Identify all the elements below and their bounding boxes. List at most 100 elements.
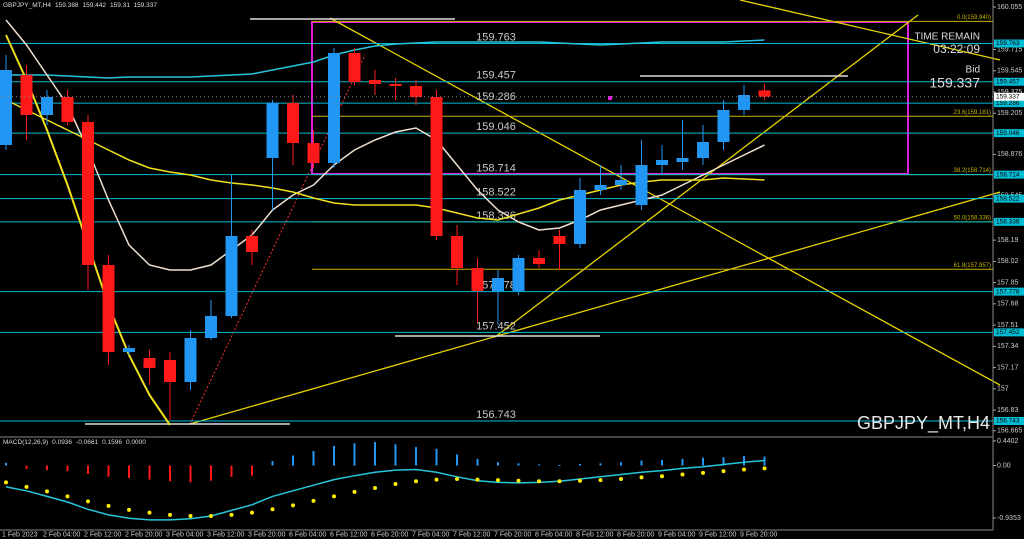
macd-signal-dot <box>229 512 234 517</box>
watermark: GBPJPY_MT,H4 <box>857 413 990 434</box>
y-tick-label: 159.715 <box>997 46 1022 53</box>
x-tick-label: 9 Feb 12:00 <box>699 531 736 538</box>
candle-body <box>594 185 607 190</box>
candle-body <box>82 122 94 265</box>
candle-body <box>123 348 135 352</box>
macd-bar <box>435 448 438 466</box>
candle-body <box>328 53 340 163</box>
macd-signal-dot <box>250 510 254 515</box>
level-axis-label: 159.046 <box>996 130 1020 137</box>
candle-body <box>164 360 176 382</box>
header-value: 0.0936 <box>52 439 72 446</box>
candle-body <box>553 236 566 244</box>
macd-signal-dot <box>168 512 172 517</box>
candle-body <box>307 143 320 163</box>
macd-bar <box>107 465 110 477</box>
y-tick-label: 157 <box>997 386 1009 393</box>
candle-body <box>41 97 53 115</box>
x-tick-label: 2 Feb 04:00 <box>43 531 80 538</box>
macd-signal-dot <box>434 477 439 482</box>
y-tick-label: 158.876 <box>997 151 1022 158</box>
macd-signal-dot <box>475 477 480 482</box>
level-axis-box <box>994 328 1024 337</box>
candle-body <box>348 53 361 82</box>
header-value: -0.0661 <box>76 439 98 446</box>
macd-signal-dot <box>680 472 685 477</box>
header-value: 0.0000 <box>126 439 146 446</box>
header: GBPJPY_MT,H4 159.388 159.442 159.31 159.337 <box>3 2 157 9</box>
level-axis-label: 159.457 <box>996 78 1020 85</box>
candle-body <box>492 278 504 291</box>
x-tick-label: 6 Feb 04:00 <box>289 531 326 538</box>
y-tick-label: 159.205 <box>997 110 1022 117</box>
macd-signal-dot <box>639 475 644 480</box>
x-tick-label: 3 Feb 12:00 <box>207 531 244 538</box>
macd-signal-dot <box>701 470 705 475</box>
header-value: 0.1596 <box>102 439 122 446</box>
macd-y-tick-label: 0.00 <box>997 462 1011 469</box>
level-axis-box <box>994 39 1024 48</box>
macd-signal-dot <box>537 479 541 484</box>
macd-y-tick-label: 0.4402 <box>997 438 1019 445</box>
trend-line <box>739 0 1001 61</box>
macd-signal-dot <box>352 489 357 494</box>
macd-bar <box>456 454 458 466</box>
candle-body <box>471 268 484 291</box>
fib-label: 61.8(157.957) <box>954 263 991 269</box>
level-axis-box <box>994 99 1024 108</box>
level-label: 158.714 <box>476 163 516 175</box>
macd-bar <box>558 465 561 467</box>
macd-signal-dot <box>65 494 70 499</box>
macd-bar <box>87 465 89 474</box>
y-tick-label: 159.375 <box>997 89 1022 96</box>
macd-bar <box>394 444 397 466</box>
candle-body <box>410 86 422 97</box>
bid-axis-box <box>994 92 1024 101</box>
macd-signal-dot <box>660 474 664 479</box>
header-value: 159.388 <box>55 2 79 9</box>
level-axis-label: 156.743 <box>996 418 1020 425</box>
trend-line <box>189 191 1001 425</box>
candle-body <box>635 165 648 205</box>
time-remain-label: TIME REMAIN <box>914 32 980 43</box>
y-tick-label: 157.34 <box>997 343 1019 350</box>
fib-label: 23.6(159.181) <box>954 110 991 116</box>
macd-signal-dot <box>619 477 623 482</box>
macd-bar <box>620 462 622 466</box>
trend-line <box>329 17 1001 386</box>
macd-bar <box>661 459 663 466</box>
level-axis-box <box>994 77 1024 86</box>
candle-body <box>512 258 525 291</box>
level-axis-box <box>994 194 1024 203</box>
x-tick-label: 3 Feb 04:00 <box>166 531 203 538</box>
macd-bar <box>251 465 253 476</box>
x-tick-label: 6 Feb 20:00 <box>371 531 408 538</box>
level-axis-box <box>994 217 1024 226</box>
magenta-box <box>311 21 909 175</box>
candle-body <box>184 338 197 382</box>
candle-body <box>20 75 33 115</box>
macd-bar <box>722 457 725 466</box>
macd-bar <box>497 462 499 466</box>
level-label: 158.522 <box>476 187 516 199</box>
macd-bar <box>148 465 151 480</box>
macd-bar <box>271 461 274 466</box>
y-tick-label: 157.51 <box>997 322 1019 329</box>
x-tick-label: 7 Feb 20:00 <box>494 531 531 538</box>
macd-bar <box>230 465 233 477</box>
macd-bar <box>189 465 192 483</box>
x-tick-label: 2 Feb 12:00 <box>84 531 121 538</box>
y-tick-label: 159.545 <box>997 68 1022 75</box>
macd-bar <box>640 460 643 466</box>
candle-body <box>656 160 668 165</box>
macd-signal-dot <box>516 478 521 483</box>
macd-bar <box>743 456 745 466</box>
candle-body <box>205 316 217 338</box>
macd-bar <box>517 463 520 466</box>
level-label: 159.457 <box>476 70 516 82</box>
level-axis-box <box>994 287 1024 296</box>
macd-bar <box>353 443 356 466</box>
x-tick-label: 9 Feb 20:00 <box>740 531 777 538</box>
candle-body <box>738 95 750 110</box>
